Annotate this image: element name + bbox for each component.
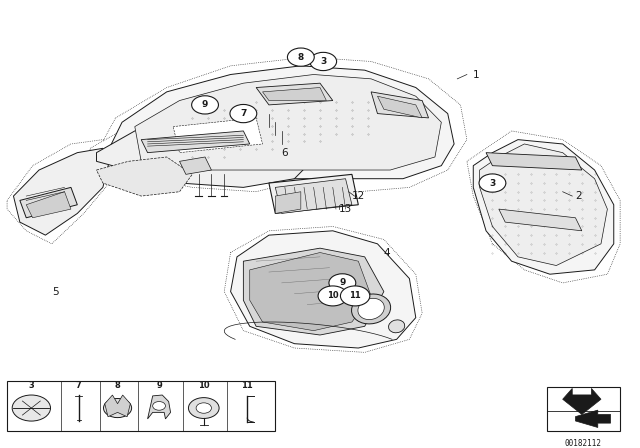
Polygon shape xyxy=(275,179,352,213)
Circle shape xyxy=(12,395,51,421)
Polygon shape xyxy=(224,226,422,353)
Polygon shape xyxy=(7,140,116,244)
Polygon shape xyxy=(97,57,467,192)
Polygon shape xyxy=(275,192,301,213)
Circle shape xyxy=(318,286,348,306)
Text: 8: 8 xyxy=(298,52,304,62)
Polygon shape xyxy=(575,410,611,427)
Polygon shape xyxy=(262,87,326,100)
Polygon shape xyxy=(135,74,442,170)
Polygon shape xyxy=(105,395,131,417)
Polygon shape xyxy=(173,118,262,153)
Polygon shape xyxy=(97,109,320,187)
Text: 12: 12 xyxy=(352,191,365,201)
Polygon shape xyxy=(26,192,71,218)
Text: 3: 3 xyxy=(28,381,34,390)
Text: 7: 7 xyxy=(76,381,81,390)
Circle shape xyxy=(153,401,166,410)
Polygon shape xyxy=(148,395,171,419)
Text: 9: 9 xyxy=(156,381,162,390)
Polygon shape xyxy=(378,96,422,118)
Polygon shape xyxy=(486,153,582,170)
Bar xyxy=(547,387,620,431)
Bar xyxy=(7,381,275,431)
Polygon shape xyxy=(473,140,614,274)
Polygon shape xyxy=(479,144,607,266)
Circle shape xyxy=(479,174,506,192)
Circle shape xyxy=(230,104,257,123)
Text: 11: 11 xyxy=(241,381,253,390)
Text: 00182112: 00182112 xyxy=(565,439,602,448)
Text: 8: 8 xyxy=(115,381,120,390)
Text: 9: 9 xyxy=(339,278,346,288)
Polygon shape xyxy=(179,157,211,174)
Polygon shape xyxy=(250,253,371,331)
Polygon shape xyxy=(97,157,192,196)
Circle shape xyxy=(188,398,219,418)
Polygon shape xyxy=(243,248,384,335)
Text: 9: 9 xyxy=(202,100,208,109)
Polygon shape xyxy=(20,187,77,218)
Text: 1: 1 xyxy=(473,69,480,79)
Ellipse shape xyxy=(358,298,384,319)
Text: 7: 7 xyxy=(240,109,246,118)
Circle shape xyxy=(340,286,370,306)
Text: 13: 13 xyxy=(339,204,353,214)
Ellipse shape xyxy=(351,294,390,324)
Polygon shape xyxy=(13,148,109,235)
Circle shape xyxy=(329,274,356,292)
Circle shape xyxy=(310,52,337,71)
Text: 2: 2 xyxy=(575,191,582,201)
Polygon shape xyxy=(563,388,601,414)
Polygon shape xyxy=(90,105,333,192)
Text: 6: 6 xyxy=(282,148,288,158)
Ellipse shape xyxy=(388,320,404,333)
Polygon shape xyxy=(141,131,250,153)
Circle shape xyxy=(287,48,314,66)
Polygon shape xyxy=(230,231,416,348)
Text: 10: 10 xyxy=(198,381,209,390)
Text: 11: 11 xyxy=(349,292,361,301)
Polygon shape xyxy=(269,174,358,213)
Text: 10: 10 xyxy=(327,292,339,301)
Text: 4: 4 xyxy=(384,247,390,258)
Text: 5: 5 xyxy=(52,287,58,297)
Text: 3: 3 xyxy=(490,179,495,188)
Polygon shape xyxy=(499,209,582,231)
Circle shape xyxy=(196,403,211,413)
Text: 3: 3 xyxy=(320,57,326,66)
Polygon shape xyxy=(467,131,620,283)
Polygon shape xyxy=(109,66,454,179)
Polygon shape xyxy=(256,83,333,105)
Circle shape xyxy=(191,96,218,114)
Polygon shape xyxy=(371,92,429,118)
Circle shape xyxy=(104,398,132,418)
